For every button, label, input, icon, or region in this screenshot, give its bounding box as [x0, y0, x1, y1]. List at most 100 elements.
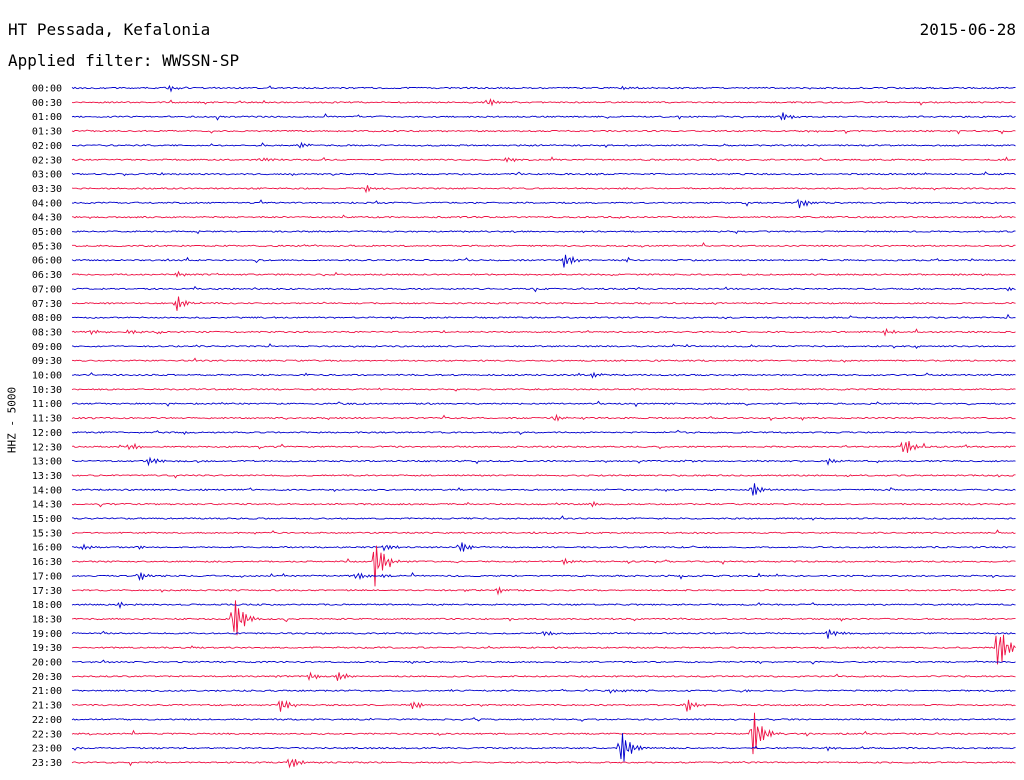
row-time-label: 20:30 — [32, 672, 62, 683]
seismic-trace — [71, 688, 1016, 694]
row-time-label: 05:00 — [32, 227, 62, 238]
row-time-label: 12:30 — [32, 442, 62, 453]
seismic-trace — [71, 185, 1016, 194]
row-time-label: 10:30 — [32, 385, 62, 396]
seismic-trace — [72, 456, 1016, 467]
seismic-trace — [71, 542, 1016, 552]
seismic-trace — [71, 387, 1016, 392]
seismic-trace — [71, 515, 1016, 521]
row-time-label: 21:00 — [32, 686, 62, 697]
row-time-label: 10:00 — [32, 371, 62, 382]
row-time-label: 06:00 — [32, 256, 62, 267]
seismic-trace — [71, 585, 1016, 596]
seismic-trace — [71, 758, 1016, 769]
seismic-trace — [71, 712, 1016, 755]
row-time-label: 02:30 — [32, 155, 62, 166]
seismic-trace — [71, 270, 1016, 278]
seismic-trace — [71, 474, 1016, 479]
row-time-label: 09:30 — [32, 356, 62, 367]
seismic-trace — [71, 198, 1016, 209]
row-time-label: 20:00 — [32, 658, 62, 669]
row-time-label: 19:30 — [32, 643, 62, 654]
row-time-label: 08:00 — [32, 313, 62, 324]
row-time-label: 23:30 — [32, 758, 62, 769]
seismic-trace — [71, 717, 1016, 722]
seismic-trace — [71, 634, 1016, 665]
seismic-trace — [71, 343, 1016, 349]
row-time-label: 18:30 — [32, 614, 62, 625]
row-time-label: 03:30 — [32, 184, 62, 195]
seismic-trace — [72, 230, 1016, 235]
row-time-label: 12:00 — [32, 428, 62, 439]
seismic-trace — [71, 629, 1016, 639]
filter-label: Applied filter: WWSSN-SP — [8, 51, 240, 70]
seismic-trace — [71, 327, 1016, 337]
row-time-label: 00:30 — [32, 98, 62, 109]
seismic-trace — [71, 296, 1016, 311]
row-time-label: 01:30 — [32, 127, 62, 138]
seismic-trace — [71, 214, 1016, 220]
row-time-label: 17:30 — [32, 586, 62, 597]
row-time-label: 11:00 — [32, 399, 62, 410]
seismic-trace — [72, 733, 1016, 762]
row-time-label: 04:00 — [32, 198, 62, 209]
row-time-label: 14:30 — [32, 500, 62, 511]
row-time-label: 01:00 — [32, 112, 62, 123]
row-time-label: 07:00 — [32, 284, 62, 295]
row-time-label: 07:30 — [32, 299, 62, 310]
row-time-label: 15:30 — [32, 528, 62, 539]
row-time-label: 04:30 — [32, 213, 62, 224]
seismic-trace — [72, 659, 1016, 665]
row-time-label: 15:00 — [32, 514, 62, 525]
seismic-trace — [71, 600, 1016, 636]
row-time-label: 22:30 — [32, 729, 62, 740]
row-time-label: 00:00 — [32, 84, 62, 95]
record-date: 2015-06-28 — [919, 20, 1016, 39]
seismic-trace — [71, 98, 1016, 107]
seismic-trace — [71, 313, 1016, 320]
seismic-trace — [71, 483, 1016, 496]
row-time-label: 18:00 — [32, 600, 62, 611]
seismic-trace — [71, 429, 1016, 435]
row-time-label: 19:00 — [32, 629, 62, 640]
row-time-label: 02:00 — [32, 141, 62, 152]
seismic-trace — [71, 699, 1016, 712]
seismic-trace — [72, 285, 1016, 293]
seismic-trace — [71, 601, 1016, 610]
row-time-label: 16:00 — [32, 543, 62, 554]
seismic-trace — [71, 171, 1016, 177]
seismic-trace — [71, 571, 1016, 582]
seismic-trace — [71, 156, 1016, 163]
row-time-label: 13:00 — [32, 457, 62, 468]
seismic-trace — [71, 529, 1016, 535]
row-time-label: 16:30 — [32, 557, 62, 568]
seismic-trace — [72, 241, 1016, 248]
seismic-trace — [71, 84, 1016, 93]
row-time-label: 23:00 — [32, 744, 62, 755]
row-time-label: 06:30 — [32, 270, 62, 281]
seismic-trace — [71, 671, 1016, 682]
station-title: HT Pessada, Kefalonia — [8, 20, 211, 39]
seismic-trace — [71, 112, 1016, 121]
seismic-trace — [71, 500, 1016, 508]
seismic-trace — [71, 357, 1016, 363]
seismic-trace — [71, 400, 1016, 408]
row-time-label: 08:30 — [32, 327, 62, 338]
seismic-trace — [72, 371, 1016, 379]
row-time-label: 03:00 — [32, 170, 62, 181]
row-time-label: 11:30 — [32, 414, 62, 425]
row-time-label: 13:30 — [32, 471, 62, 482]
seismic-trace — [71, 141, 1016, 149]
row-time-label: 21:30 — [32, 701, 62, 712]
row-time-label: 14:00 — [32, 485, 62, 496]
seismic-trace — [71, 413, 1016, 422]
row-time-label: 05:30 — [32, 241, 62, 252]
seismic-trace — [71, 129, 1016, 135]
row-time-label: 17:00 — [32, 571, 62, 582]
row-time-label: 09:00 — [32, 342, 62, 353]
row-time-label: 22:00 — [32, 715, 62, 726]
seismic-trace — [71, 254, 1016, 268]
seismic-trace — [71, 545, 1016, 587]
seismic-trace — [71, 441, 1016, 453]
